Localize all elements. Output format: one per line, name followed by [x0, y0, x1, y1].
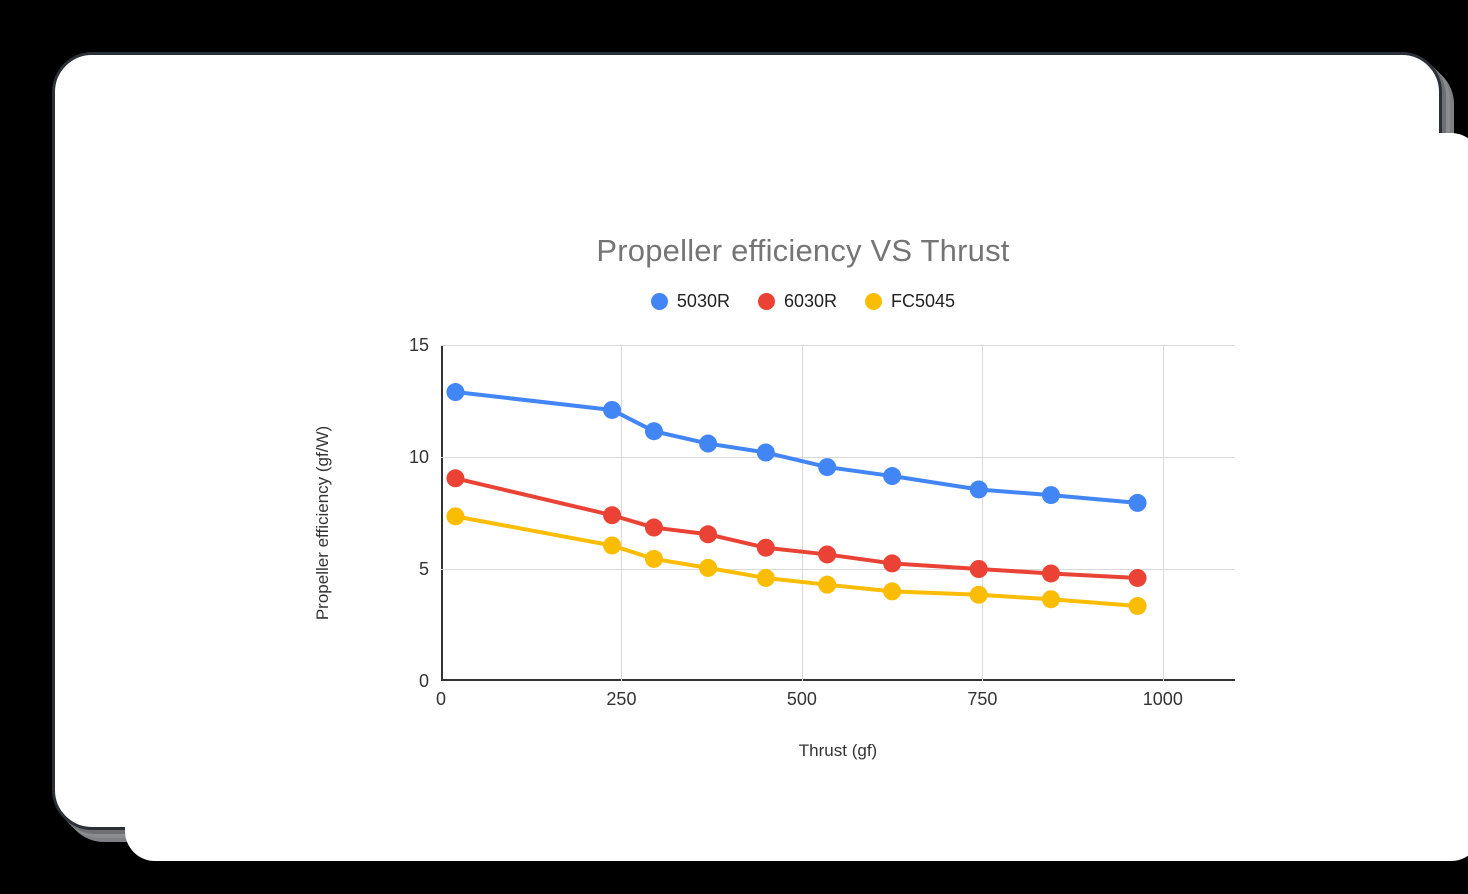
data-point-5030R-2[interactable]	[644, 422, 663, 441]
device-frame: Propeller efficiency VS Thrust 5030R 603…	[52, 52, 1468, 861]
gridline-x-1000	[1162, 345, 1164, 681]
chart-series-layer	[446, 383, 1147, 615]
x-tick-label-0: 0	[435, 689, 446, 709]
data-point-FC5045-3[interactable]	[699, 558, 718, 577]
data-point-FC5045-7[interactable]	[969, 585, 988, 604]
data-point-6030R-1[interactable]	[603, 506, 622, 525]
gridline-y-10	[441, 457, 1235, 458]
x-tick-label-1000: 1000	[1142, 689, 1183, 709]
data-point-5030R-7[interactable]	[969, 480, 988, 499]
y-tick-label-15: 15	[408, 335, 429, 355]
circle-marker-yellow-icon	[865, 293, 883, 310]
gridline-y-15	[441, 345, 1235, 346]
plot-area: 0 5 10 15 0 250 500 750 1000 Thrust (gf) Propel…	[313, 335, 1235, 760]
circle-marker-red-icon	[757, 293, 775, 310]
series-line-6030R	[453, 476, 1140, 580]
gridline-x-250	[621, 345, 623, 681]
chart-container: Propeller efficiency VS Thrust 5030R 603…	[125, 133, 1468, 861]
data-point-FC5045-9[interactable]	[1128, 596, 1147, 615]
series-5030R	[446, 383, 1147, 512]
x-tick-label-500: 500	[786, 689, 817, 709]
data-point-5030R-0[interactable]	[446, 383, 465, 402]
series-line-FC5045	[453, 514, 1140, 608]
data-point-5030R-1[interactable]	[603, 400, 622, 419]
legend-label-2: FC5045	[891, 291, 956, 311]
y-tick-label-0: 0	[418, 671, 429, 691]
y-tick-label-5: 5	[418, 559, 429, 579]
data-point-FC5045-5[interactable]	[818, 575, 837, 594]
data-point-5030R-4[interactable]	[756, 443, 775, 462]
data-point-FC5045-0[interactable]	[446, 507, 465, 526]
data-point-6030R-3[interactable]	[699, 525, 718, 544]
circle-marker-blue-icon	[650, 293, 668, 310]
gridline-y-5	[441, 569, 1235, 570]
legend-item-1[interactable]: 6030R	[757, 291, 838, 312]
data-point-5030R-5[interactable]	[818, 458, 837, 477]
series-line-5030R	[453, 390, 1140, 505]
data-point-6030R-2[interactable]	[644, 518, 663, 537]
device-screen: Propeller efficiency VS Thrust 5030R 603…	[125, 133, 1468, 861]
x-tick-label-250: 250	[606, 689, 637, 709]
legend-item-0[interactable]: 5030R	[650, 291, 730, 312]
data-point-6030R-8[interactable]	[1041, 564, 1060, 583]
data-point-FC5045-6[interactable]	[883, 582, 902, 601]
series-6030R	[446, 469, 1147, 587]
x-tick-label-750: 750	[967, 689, 998, 709]
x-axis-title: Thrust (gf)	[798, 741, 878, 760]
data-point-FC5045-2[interactable]	[644, 549, 663, 568]
data-point-5030R-8[interactable]	[1041, 486, 1060, 505]
data-point-5030R-6[interactable]	[883, 467, 902, 486]
data-point-FC5045-1[interactable]	[603, 536, 622, 555]
chart-title: Propeller efficiency VS Thrust	[596, 233, 1010, 268]
data-point-6030R-9[interactable]	[1128, 568, 1147, 587]
legend-label-1: 6030R	[783, 291, 838, 311]
y-tick-label-10: 10	[408, 447, 429, 467]
y-axis-title: Propeller efficiency (gf/W)	[313, 425, 332, 621]
y-axis-line	[441, 345, 443, 681]
data-point-6030R-6[interactable]	[883, 554, 902, 573]
data-point-5030R-3[interactable]	[699, 434, 718, 453]
x-axis-line	[441, 679, 1235, 681]
data-point-6030R-5[interactable]	[818, 545, 837, 564]
gridline-x-750	[982, 345, 984, 681]
chart-legend: 5030R 6030R FC5045	[125, 291, 1468, 312]
data-point-6030R-0[interactable]	[446, 469, 465, 488]
data-point-FC5045-4[interactable]	[756, 568, 775, 587]
data-point-FC5045-8[interactable]	[1041, 590, 1060, 609]
data-point-6030R-7[interactable]	[969, 560, 988, 578]
data-point-6030R-4[interactable]	[756, 538, 775, 557]
gridline-x-500	[801, 345, 803, 681]
series-FC5045	[446, 507, 1147, 615]
data-point-5030R-9[interactable]	[1128, 493, 1147, 512]
legend-item-2[interactable]: FC5045	[865, 291, 955, 312]
legend-label-0: 5030R	[676, 291, 730, 311]
